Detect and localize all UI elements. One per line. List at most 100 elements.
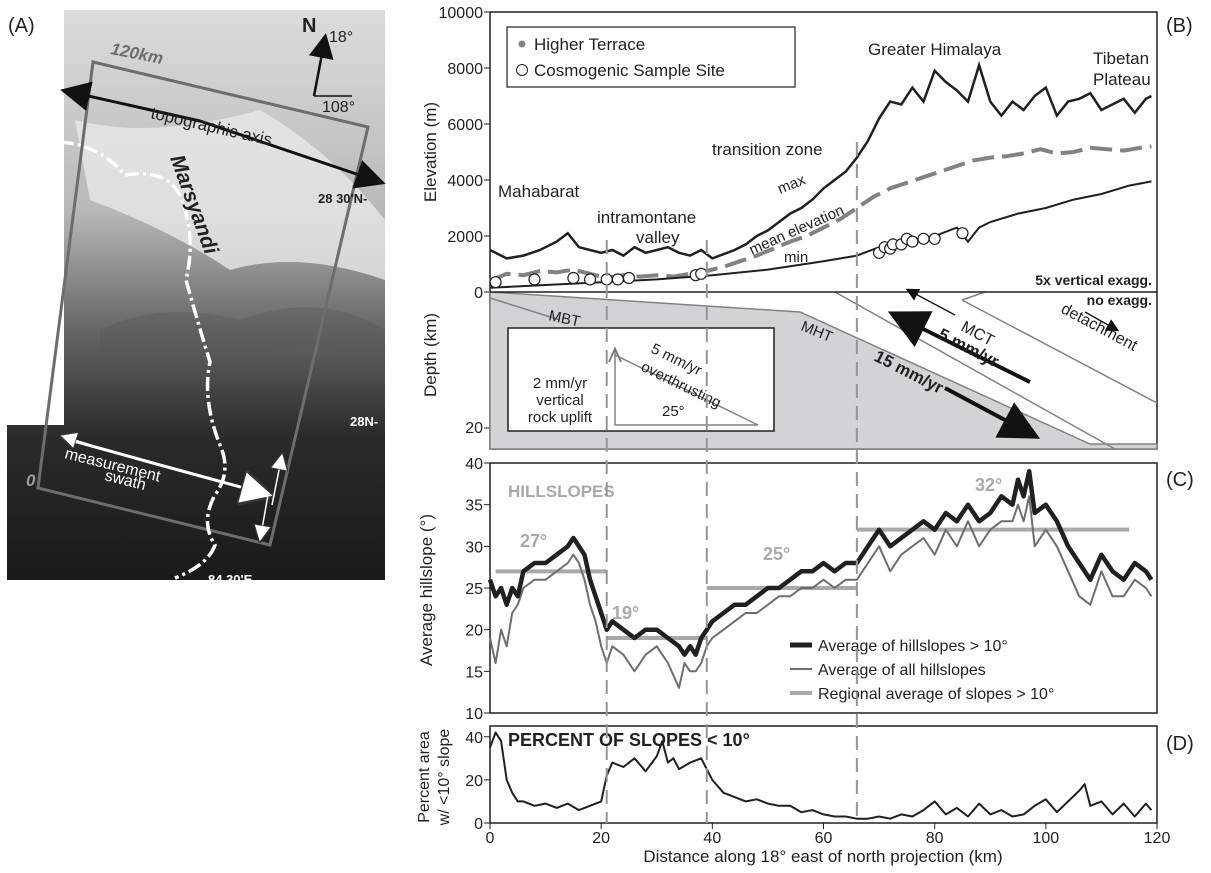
detachment-fault bbox=[961, 299, 1158, 404]
legend-terrace-marker bbox=[518, 40, 526, 48]
swath-bar-left bbox=[69, 438, 161, 467]
x-tick-label: 0 bbox=[486, 830, 495, 847]
max-elevation-line bbox=[489, 60, 1152, 260]
region-dividers bbox=[605, 142, 858, 823]
mct-fault bbox=[834, 291, 1116, 450]
legend-regional: Regional average of slopes > 10° bbox=[818, 686, 1054, 703]
sample-site-marker bbox=[489, 276, 502, 289]
regional-19: 19° bbox=[612, 603, 639, 623]
x-tick-label: 120 bbox=[1144, 830, 1171, 847]
region-intramontane: intramontane bbox=[597, 208, 696, 227]
panel-label-c: (C) bbox=[1166, 469, 1194, 491]
swath-zero: 0 bbox=[26, 471, 36, 490]
elev-tick-label: 8000 bbox=[447, 61, 483, 78]
region-transition: transition zone bbox=[712, 140, 823, 159]
sample-site-marker bbox=[928, 232, 941, 245]
region-valley: valley bbox=[636, 228, 680, 247]
x-axis-label: Distance along 18° east of north project… bbox=[643, 847, 1002, 866]
inset-l2: vertical bbox=[536, 392, 584, 409]
kinematics-inset bbox=[507, 327, 775, 432]
x-tick-label: 40 bbox=[703, 830, 721, 847]
exag-label: 5x vertical exagg. bbox=[1035, 272, 1152, 288]
x-tick-label: 20 bbox=[592, 830, 610, 847]
marsyandi-river bbox=[59, 140, 227, 580]
pct-title: PERCENT OF SLOPES < 10° bbox=[508, 730, 750, 750]
hill-tick-label: 40 bbox=[465, 456, 483, 473]
depth-tick-20: 20 bbox=[465, 420, 483, 437]
pct-tick-label: 40 bbox=[465, 730, 483, 747]
region-tibetan: Tibetan bbox=[1093, 49, 1149, 68]
hill-tick-label: 20 bbox=[465, 623, 483, 640]
depth-ylabel: Depth (km) bbox=[421, 313, 440, 397]
inset-l3: rock uplift bbox=[528, 409, 593, 426]
angle-18: 18° bbox=[329, 29, 353, 46]
x-tick-label: 80 bbox=[926, 830, 944, 847]
rate-arrow-15 bbox=[944, 386, 1041, 439]
rate-arrow-5 bbox=[887, 311, 1031, 384]
elevation-ylabel: Elevation (m) bbox=[421, 102, 440, 202]
hill-tick-label: 15 bbox=[465, 664, 483, 681]
pct-tick-label: 20 bbox=[465, 773, 483, 790]
curve-min-label: min bbox=[784, 249, 808, 266]
hill-title: HILLSLOPES bbox=[508, 482, 615, 501]
elev-tick-label: 4000 bbox=[447, 173, 483, 190]
north-label: N bbox=[302, 15, 316, 37]
axis-arrow-right bbox=[199, 119, 386, 189]
mean-elevation-line bbox=[489, 144, 1152, 283]
pct-ylabel-2: w/ <10° slope bbox=[436, 729, 453, 827]
region-plateau: Plateau bbox=[1093, 70, 1151, 89]
pct-tick-label: 0 bbox=[474, 816, 483, 833]
hill-tick-label: 30 bbox=[465, 539, 483, 556]
hill-tick-label: 35 bbox=[465, 498, 483, 515]
lat-28: 28N- bbox=[350, 414, 378, 429]
hill-ylabel: Average hillslope (°) bbox=[417, 514, 436, 666]
inset-l1: 2 mm/yr bbox=[533, 375, 587, 392]
legend-gt10: Average of hillslopes > 10° bbox=[818, 638, 1008, 655]
region-greater-himalaya: Greater Himalaya bbox=[868, 40, 1002, 59]
curve-max-label: max bbox=[775, 171, 808, 198]
panel-label-d: (D) bbox=[1166, 733, 1194, 755]
hillslopes-gt10-line bbox=[487, 469, 1154, 657]
percent-panel: (D) PERCENT OF SLOPES < 10° Percent area… bbox=[416, 725, 1194, 866]
legend-cosmo-marker bbox=[516, 64, 528, 76]
sample-site-marker bbox=[917, 232, 930, 245]
measurement-box bbox=[36, 60, 370, 547]
sample-site-marker bbox=[567, 271, 580, 285]
hillslope-panel: (C) Average hillslope (°) 40 35 30 25 20 15 10… bbox=[417, 456, 1194, 723]
lon-84-30: 84 30'E bbox=[208, 572, 253, 587]
region-mahabarat: Mahabarat bbox=[498, 182, 580, 201]
cosmogenic-sites bbox=[489, 227, 969, 289]
hill-tick-label: 25 bbox=[465, 581, 483, 598]
sample-site-marker bbox=[956, 227, 969, 240]
sample-site-marker bbox=[906, 235, 919, 248]
sample-site-marker bbox=[611, 273, 624, 286]
elev-tick-label: 0 bbox=[474, 285, 483, 302]
regional-27: 27° bbox=[520, 531, 547, 551]
hill-tick-label: 10 bbox=[465, 706, 483, 723]
elev-tick-label: 6000 bbox=[447, 117, 483, 134]
elev-tick-label: 10000 bbox=[439, 5, 484, 22]
all-hillslopes-line bbox=[489, 495, 1153, 689]
inset-angle: 25° bbox=[662, 403, 685, 420]
elevation-panel: (B) Elevation (m) Depth (km) 10000 8000 60… bbox=[421, 5, 1193, 450]
sample-site-marker bbox=[528, 273, 541, 286]
percent-low-slope-line bbox=[489, 731, 1153, 820]
elev-tick-label: 2000 bbox=[447, 229, 483, 246]
panel-label-a: (A) bbox=[8, 15, 35, 37]
sample-site-marker bbox=[695, 267, 708, 280]
detachment-label: detachment bbox=[1058, 301, 1140, 356]
pct-ylabel-1: Percent area bbox=[416, 731, 433, 823]
map-panel: (A) 120km N 18° 108° topographic axis Ma… bbox=[7, 10, 386, 587]
angle-108: 108° bbox=[322, 99, 355, 116]
x-tick-label: 100 bbox=[1032, 830, 1059, 847]
x-tick-label: 60 bbox=[815, 830, 833, 847]
north-arrow bbox=[308, 33, 334, 97]
regional-32: 32° bbox=[975, 475, 1002, 495]
lat-28-30: 28 30'N- bbox=[318, 191, 367, 206]
sample-site-marker bbox=[583, 273, 597, 286]
legend-all: Average of all hillslopes bbox=[818, 662, 986, 679]
elevation-legend bbox=[506, 26, 796, 88]
sample-site-marker bbox=[622, 271, 636, 285]
mbt-label: MBT bbox=[547, 307, 582, 330]
panel-label-b: (B) bbox=[1166, 15, 1193, 37]
